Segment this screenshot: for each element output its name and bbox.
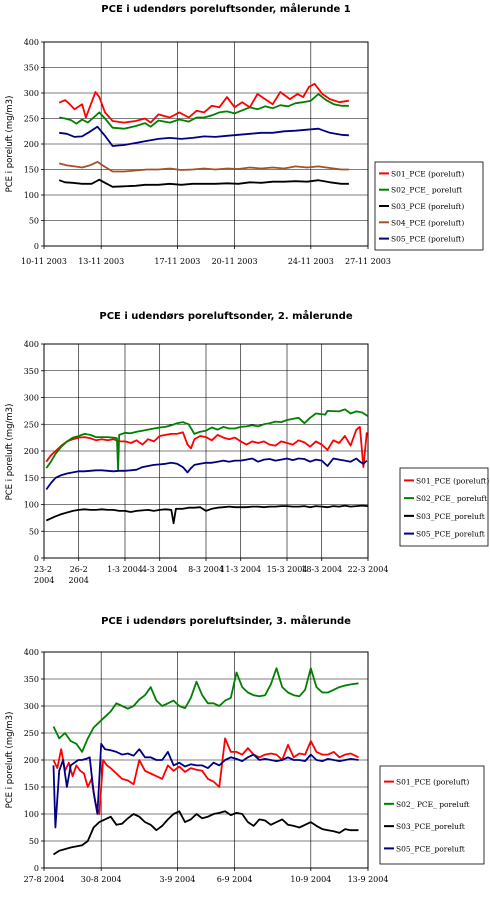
- chart2-legend-label-1: S01_PCE (poreluft): [416, 476, 489, 485]
- chart2-legend-label-2: S02_PCE_ poreluft: [416, 494, 487, 503]
- chart1-legend-label-2: S02_PCE_ poreluft: [391, 186, 462, 195]
- chart2-legend-label-4: S05_PCE_poreluft: [416, 530, 485, 539]
- chart2-x-tick-label: 4-3 2004: [142, 565, 178, 574]
- chart3-y-tick-label: 0: [34, 864, 39, 873]
- chart1-y-tick-label: 100: [24, 191, 39, 200]
- chart3-y-tick-label: 100: [24, 810, 39, 819]
- chart1-x-tick-label: 24-11 2003: [288, 257, 334, 266]
- chart1-title: PCE i udendørs poreluftsonder, målerunde…: [101, 2, 350, 15]
- chart3-y-tick-label: 400: [24, 648, 39, 657]
- chart1-y-tick-label: 350: [24, 64, 39, 73]
- chart2-y-tick-label: 150: [24, 474, 39, 483]
- chart2-x-tick-label: 18-3 2004: [301, 565, 342, 574]
- chart1-x-tick-label: 10-11 2003: [21, 257, 67, 266]
- chart1-y-tick-label: 200: [24, 140, 39, 149]
- chart2-y-tick-label: 100: [24, 501, 39, 510]
- chart3-x-tick-label: 3-9 2004: [160, 875, 196, 884]
- chart3-y-tick-label: 250: [24, 729, 39, 738]
- chart2-y-tick-label: 50: [29, 527, 39, 536]
- chart2-legend-label-3: S03_PCE_poreluft: [416, 512, 485, 521]
- chart1-legend-label-5: S05_PCE (poreluft): [391, 235, 464, 244]
- chart3-y-tick-label: 200: [24, 756, 39, 765]
- chart1-x-tick-label: 13-11 2003: [78, 257, 124, 266]
- chart3-y-axis-label: PCE i poreluft (mg/m3): [5, 712, 15, 809]
- chart3-title: PCE i udendørs poreluftsinder, 3. måleru…: [101, 614, 351, 627]
- chart3-y-tick-label: 300: [24, 702, 39, 711]
- chart1-y-tick-label: 300: [24, 89, 39, 98]
- chart3-x-tick-label: 30-8 2004: [81, 875, 122, 884]
- chart1-x-tick-label: 17-11 2003: [154, 257, 200, 266]
- chart2-series-line-4: [45, 457, 368, 491]
- chart1-y-tick-label: 250: [24, 115, 39, 124]
- chart2-y-tick-label: 250: [24, 420, 39, 429]
- chart1-x-tick-label: 27-11 2003: [345, 257, 391, 266]
- chart3-legend-label-2: S02_ PCE_ poreluft: [396, 800, 470, 809]
- chart1-series-line-3: [58, 178, 349, 188]
- chart3-x-tick-label: 27-8 2004: [24, 875, 65, 884]
- chart1-y-axis-label: PCE i poreluft (mg/m3): [5, 96, 15, 193]
- chart2-y-tick-label: 300: [24, 394, 39, 403]
- chart2-legend-box: [399, 467, 489, 547]
- chart3-legend-label-1: S01_PCE (poreluft): [396, 778, 469, 787]
- chart2-y-tick-label: 400: [24, 340, 39, 349]
- chart3-series-line-1: [52, 737, 359, 815]
- chart3-y-tick-label: 150: [24, 783, 39, 792]
- chart2-x-tick-label: 8-3 2004: [188, 565, 224, 574]
- chart3-series-line-3: [53, 810, 359, 856]
- chart3-legend-box: [379, 765, 485, 865]
- chart1-series-line-2: [59, 93, 349, 130]
- chart1-y-tick-label: 150: [24, 166, 39, 175]
- chart2-x-tick-label: 23-2 2004: [34, 565, 54, 585]
- chart2-series-line-1: [45, 426, 368, 468]
- chart2-y-axis-label: PCE i poreluft (mg/m3): [5, 404, 15, 501]
- chart2-x-tick-label: 1-3 2004: [107, 565, 143, 574]
- chart2-series-line-2: [45, 408, 369, 471]
- chart1-legend-box: [374, 161, 484, 251]
- chart2-y-tick-label: 350: [24, 367, 39, 376]
- chart2-series-line-3: [45, 504, 369, 525]
- chart3-legend-label-4: S05_PCE_poreluft: [396, 844, 465, 853]
- chart2-title: PCE i udendørs poreluftsonder, 2. måleru…: [99, 309, 352, 322]
- chart3-y-tick-label: 350: [24, 675, 39, 684]
- chart1-series-line-5: [59, 125, 349, 147]
- chart1-legend-label-4: S04_PCE (poreluft): [391, 218, 464, 227]
- chart2-y-tick-label: 200: [24, 447, 39, 456]
- chart2-x-tick-label: 11-3 2004: [220, 565, 261, 574]
- chart1-y-tick-label: 50: [29, 217, 39, 226]
- chart1-y-tick-label: 0: [34, 242, 39, 251]
- chart2-y-tick-label: 0: [34, 554, 39, 563]
- chart2-x-tick-label: 26-2 2004: [69, 565, 89, 585]
- chart2-x-tick-label: 22-3 2004: [348, 565, 389, 574]
- chart2-x-tick-label: 15-3 2004: [267, 565, 308, 574]
- chart1-x-tick-label: 20-11 2003: [212, 257, 258, 266]
- chart3-legend-label-3: S03_PCE_poreluft: [396, 822, 465, 831]
- chart3-series-line-4: [52, 742, 359, 829]
- chart1-legend-label-1: S01_PCE (poreluft): [391, 169, 464, 178]
- chart1-series-line-1: [58, 82, 350, 124]
- chart1-legend-label-3: S03_PCE (poreluft): [391, 202, 464, 211]
- chart3-x-tick-label: 10-9 2004: [290, 875, 331, 884]
- chart3-x-tick-label: 6-9 2004: [217, 875, 253, 884]
- chart1-series-line-4: [58, 161, 349, 173]
- chart3-series-line-2: [52, 667, 359, 753]
- chart3-x-tick-label: 13-9 2004: [348, 875, 389, 884]
- chart1-y-tick-label: 400: [24, 38, 39, 47]
- chart3-y-tick-label: 50: [29, 837, 39, 846]
